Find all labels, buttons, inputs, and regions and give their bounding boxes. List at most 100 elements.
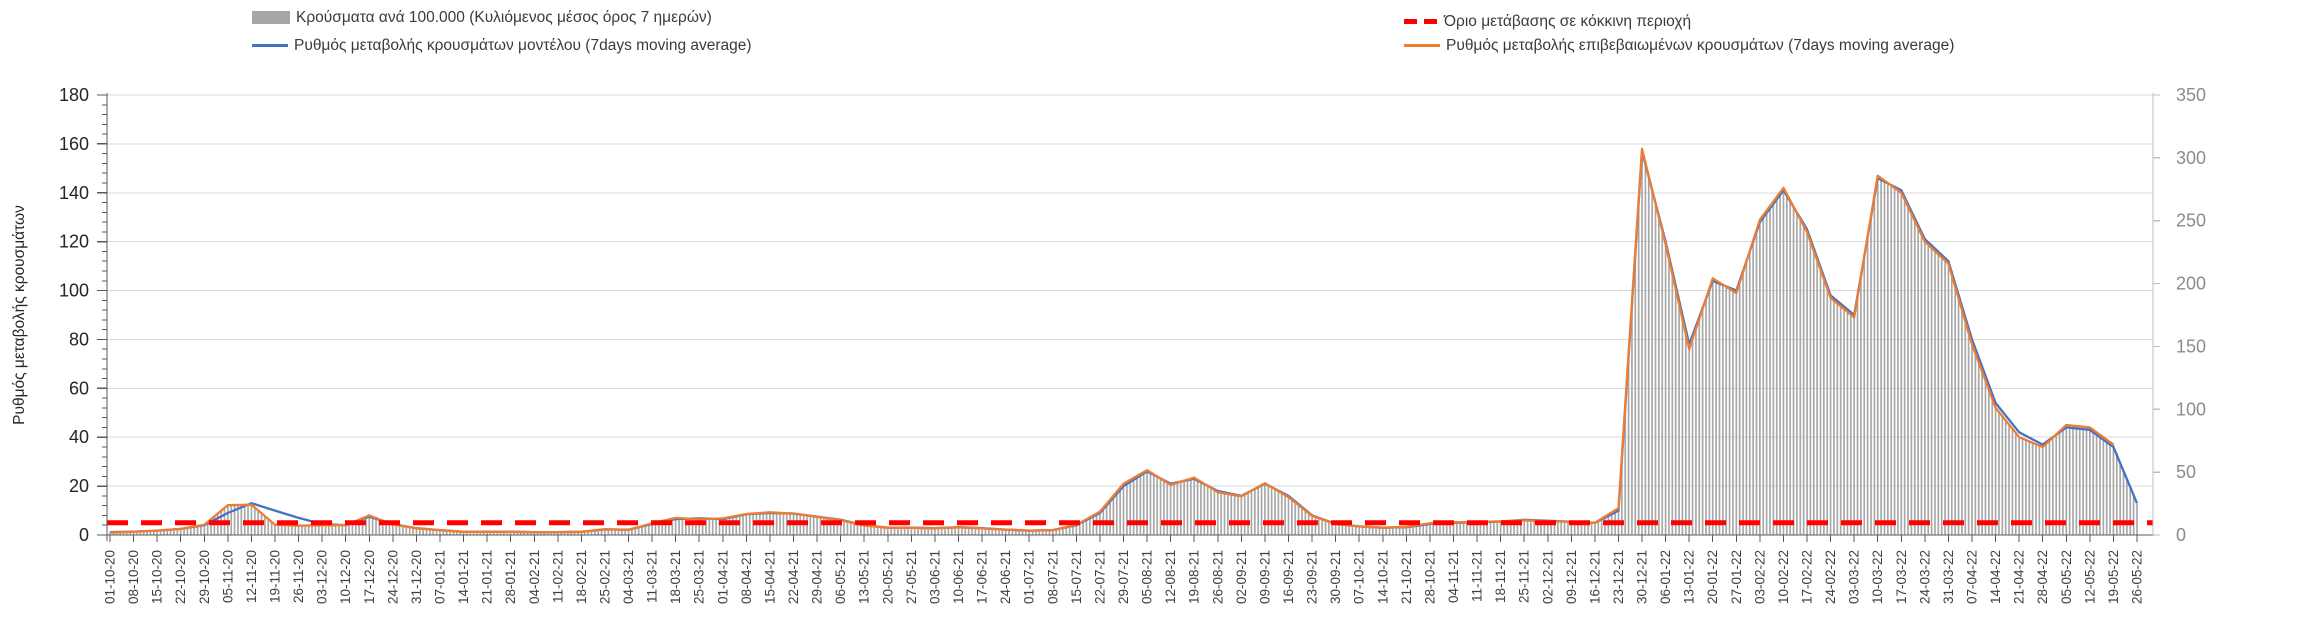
svg-text:01-10-20: 01-10-20: [103, 550, 118, 604]
svg-text:60: 60: [69, 378, 89, 398]
legend-label-cases: Κρούσματα ανά 100.000 (Κυλιόμενος μέσος …: [296, 9, 712, 26]
svg-text:18-02-21: 18-02-21: [574, 550, 589, 604]
svg-text:100: 100: [59, 281, 89, 301]
svg-text:07-10-21: 07-10-21: [1352, 550, 1367, 604]
svg-text:29-04-21: 29-04-21: [810, 550, 825, 604]
y-axis-title: Ρυθμός μεταβολής κρουσμάτων: [11, 205, 28, 425]
svg-text:0: 0: [2176, 525, 2186, 545]
svg-text:80: 80: [69, 329, 89, 349]
svg-text:140: 140: [59, 183, 89, 203]
legend-item-threshold: Όριο μετάβασης σε κόκκινη περιοχή: [1404, 14, 1691, 30]
svg-text:02-12-21: 02-12-21: [1540, 550, 1555, 604]
svg-text:17-12-20: 17-12-20: [362, 550, 377, 604]
svg-text:29-10-20: 29-10-20: [197, 550, 212, 604]
svg-text:11-11-21: 11-11-21: [1470, 550, 1485, 602]
svg-text:25-11-21: 25-11-21: [1517, 550, 1532, 603]
svg-text:04-02-21: 04-02-21: [527, 550, 542, 604]
svg-text:28-01-21: 28-01-21: [503, 550, 518, 604]
svg-text:18-11-21: 18-11-21: [1493, 550, 1508, 603]
svg-text:22-07-21: 22-07-21: [1092, 550, 1107, 604]
svg-text:11-03-21: 11-03-21: [645, 550, 660, 603]
svg-text:24-12-20: 24-12-20: [385, 550, 400, 604]
svg-text:04-11-21: 04-11-21: [1446, 550, 1461, 603]
svg-text:05-05-22: 05-05-22: [2059, 550, 2074, 604]
svg-text:150: 150: [2176, 336, 2206, 356]
legend-label-threshold: Όριο μετάβασης σε κόκκινη περιοχή: [1444, 13, 1692, 30]
svg-text:10-03-22: 10-03-22: [1870, 550, 1885, 604]
svg-text:20-05-21: 20-05-21: [880, 550, 895, 604]
svg-text:26-08-21: 26-08-21: [1210, 550, 1225, 604]
svg-text:21-01-21: 21-01-21: [480, 550, 495, 604]
svg-text:03-12-20: 03-12-20: [315, 550, 330, 604]
svg-text:14-10-21: 14-10-21: [1375, 550, 1390, 604]
svg-text:31-03-22: 31-03-22: [1941, 550, 1956, 604]
svg-text:01-04-21: 01-04-21: [715, 550, 730, 604]
cases-bars: [109, 149, 2138, 536]
svg-text:13-01-22: 13-01-22: [1682, 550, 1697, 604]
svg-text:24-06-21: 24-06-21: [998, 550, 1013, 604]
svg-text:05-08-21: 05-08-21: [1140, 550, 1155, 604]
svg-text:14-01-21: 14-01-21: [456, 550, 471, 604]
svg-text:17-02-22: 17-02-22: [1800, 550, 1815, 604]
orange-line-icon: [1404, 44, 1440, 48]
svg-text:08-10-20: 08-10-20: [126, 550, 141, 604]
legend-item-cases: Κρούσματα ανά 100.000 (Κυλιόμενος μέσος …: [252, 10, 712, 26]
svg-text:0: 0: [79, 525, 89, 545]
svg-text:06-01-22: 06-01-22: [1658, 550, 1673, 604]
svg-text:05-11-20: 05-11-20: [220, 550, 235, 603]
svg-text:09-09-21: 09-09-21: [1257, 550, 1272, 604]
svg-text:04-03-21: 04-03-21: [621, 550, 636, 604]
legend-label-confirmed: Ρυθμός μεταβολής επιβεβαιωμένων κρουσμάτ…: [1446, 37, 1955, 54]
svg-text:31-12-20: 31-12-20: [409, 550, 424, 604]
svg-text:Ρυθμός μεταβολής κρουσμάτων: Ρυθμός μεταβολής κρουσμάτων: [11, 205, 28, 425]
svg-text:26-11-20: 26-11-20: [291, 550, 306, 603]
svg-text:22-10-20: 22-10-20: [173, 550, 188, 604]
axes: [106, 93, 2154, 541]
svg-text:15-07-21: 15-07-21: [1069, 550, 1084, 604]
svg-text:12-05-22: 12-05-22: [2082, 550, 2097, 604]
svg-text:180: 180: [59, 85, 89, 105]
svg-text:21-10-21: 21-10-21: [1399, 550, 1414, 604]
svg-text:29-07-21: 29-07-21: [1116, 550, 1131, 604]
svg-text:22-04-21: 22-04-21: [786, 550, 801, 604]
svg-text:24-02-22: 24-02-22: [1823, 550, 1838, 604]
svg-text:03-03-22: 03-03-22: [1847, 550, 1862, 604]
svg-text:40: 40: [69, 427, 89, 447]
svg-text:06-05-21: 06-05-21: [833, 550, 848, 604]
svg-text:20-01-22: 20-01-22: [1705, 550, 1720, 604]
svg-text:12-08-21: 12-08-21: [1163, 550, 1178, 604]
red-dashed-line-icon: [1404, 19, 1438, 25]
svg-text:100: 100: [2176, 399, 2206, 419]
svg-text:24-03-22: 24-03-22: [1917, 550, 1932, 604]
svg-text:30-09-21: 30-09-21: [1328, 550, 1343, 604]
confirmed-line: [109, 147, 2115, 534]
svg-text:15-04-21: 15-04-21: [763, 550, 778, 604]
svg-text:23-09-21: 23-09-21: [1305, 550, 1320, 604]
svg-text:14-04-22: 14-04-22: [1988, 550, 2003, 604]
svg-text:28-10-21: 28-10-21: [1422, 550, 1437, 604]
x-axis-labels: 01-10-20 08-10-20 15-10-20 22-10-20 29-10-20…: [103, 535, 2145, 604]
legend-label-model: Ρυθμός μεταβολής κρουσμάτων μοντέλου (7d…: [294, 37, 752, 54]
svg-text:350: 350: [2176, 85, 2206, 105]
svg-text:20: 20: [69, 476, 89, 496]
svg-text:16-09-21: 16-09-21: [1281, 550, 1296, 604]
svg-text:50: 50: [2176, 462, 2196, 482]
svg-text:27-05-21: 27-05-21: [904, 550, 919, 604]
svg-text:19-05-22: 19-05-22: [2106, 550, 2121, 604]
svg-text:19-11-20: 19-11-20: [268, 550, 283, 603]
svg-text:10-02-22: 10-02-22: [1776, 550, 1791, 604]
legend-item-model: Ρυθμός μεταβολής κρουσμάτων μοντέλου (7d…: [252, 38, 752, 54]
svg-text:07-04-22: 07-04-22: [1965, 550, 1980, 604]
svg-text:01-07-21: 01-07-21: [1022, 550, 1037, 604]
svg-text:250: 250: [2176, 211, 2206, 231]
svg-text:12-11-20: 12-11-20: [244, 550, 259, 603]
svg-text:160: 160: [59, 134, 89, 154]
blue-line-icon: [252, 44, 288, 48]
svg-text:03-06-21: 03-06-21: [927, 550, 942, 604]
svg-text:18-03-21: 18-03-21: [668, 550, 683, 604]
svg-text:26-05-22: 26-05-22: [2130, 550, 2145, 604]
bar-swatch-icon: [252, 11, 290, 25]
svg-text:300: 300: [2176, 148, 2206, 168]
